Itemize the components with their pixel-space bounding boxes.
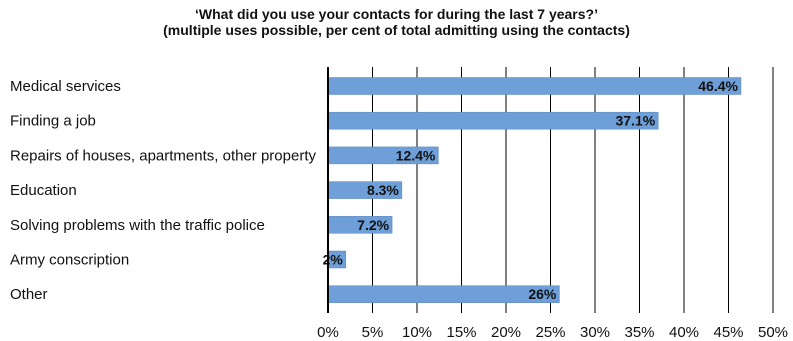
- x-tick-label: 45%: [713, 324, 743, 341]
- category-label: Medical services: [10, 78, 121, 95]
- x-tick-label: 30%: [580, 324, 610, 341]
- category-label: Other: [10, 286, 48, 303]
- bar: [327, 77, 742, 95]
- x-tick-label: 15%: [446, 324, 476, 341]
- data-label: 8.3%: [367, 182, 399, 198]
- x-tick-label: 10%: [402, 324, 432, 341]
- x-tick-label: 50%: [758, 324, 788, 341]
- x-tick-label: 5%: [362, 324, 384, 341]
- data-label: 26%: [528, 286, 557, 302]
- chart-title-line-2: (multiple uses possible, per cent of tot…: [163, 22, 630, 38]
- chart-title: ‘What did you use your contacts for duri…: [0, 6, 793, 38]
- data-label: 46.4%: [698, 78, 738, 94]
- data-label: 12.4%: [396, 147, 436, 163]
- x-tick-label: 20%: [491, 324, 521, 341]
- x-tick-label: 35%: [624, 324, 654, 341]
- category-label: Solving problems with the traffic police: [10, 217, 265, 234]
- category-label: Repairs of houses, apartments, other pro…: [10, 147, 316, 164]
- data-label: 2%: [323, 252, 344, 268]
- category-label: Army conscription: [10, 252, 129, 269]
- bar: [327, 111, 659, 130]
- chart-title-line-1: ‘What did you use your contacts for duri…: [195, 6, 598, 22]
- bar: [327, 285, 560, 303]
- data-label: 7.2%: [357, 217, 389, 233]
- data-label: 37.1%: [615, 113, 655, 129]
- category-label: Education: [10, 182, 77, 199]
- x-tick-label: 25%: [535, 324, 565, 341]
- category-label: Finding a job: [10, 113, 96, 130]
- x-tick-label: 40%: [669, 324, 699, 341]
- x-tick-label: 0%: [317, 324, 339, 341]
